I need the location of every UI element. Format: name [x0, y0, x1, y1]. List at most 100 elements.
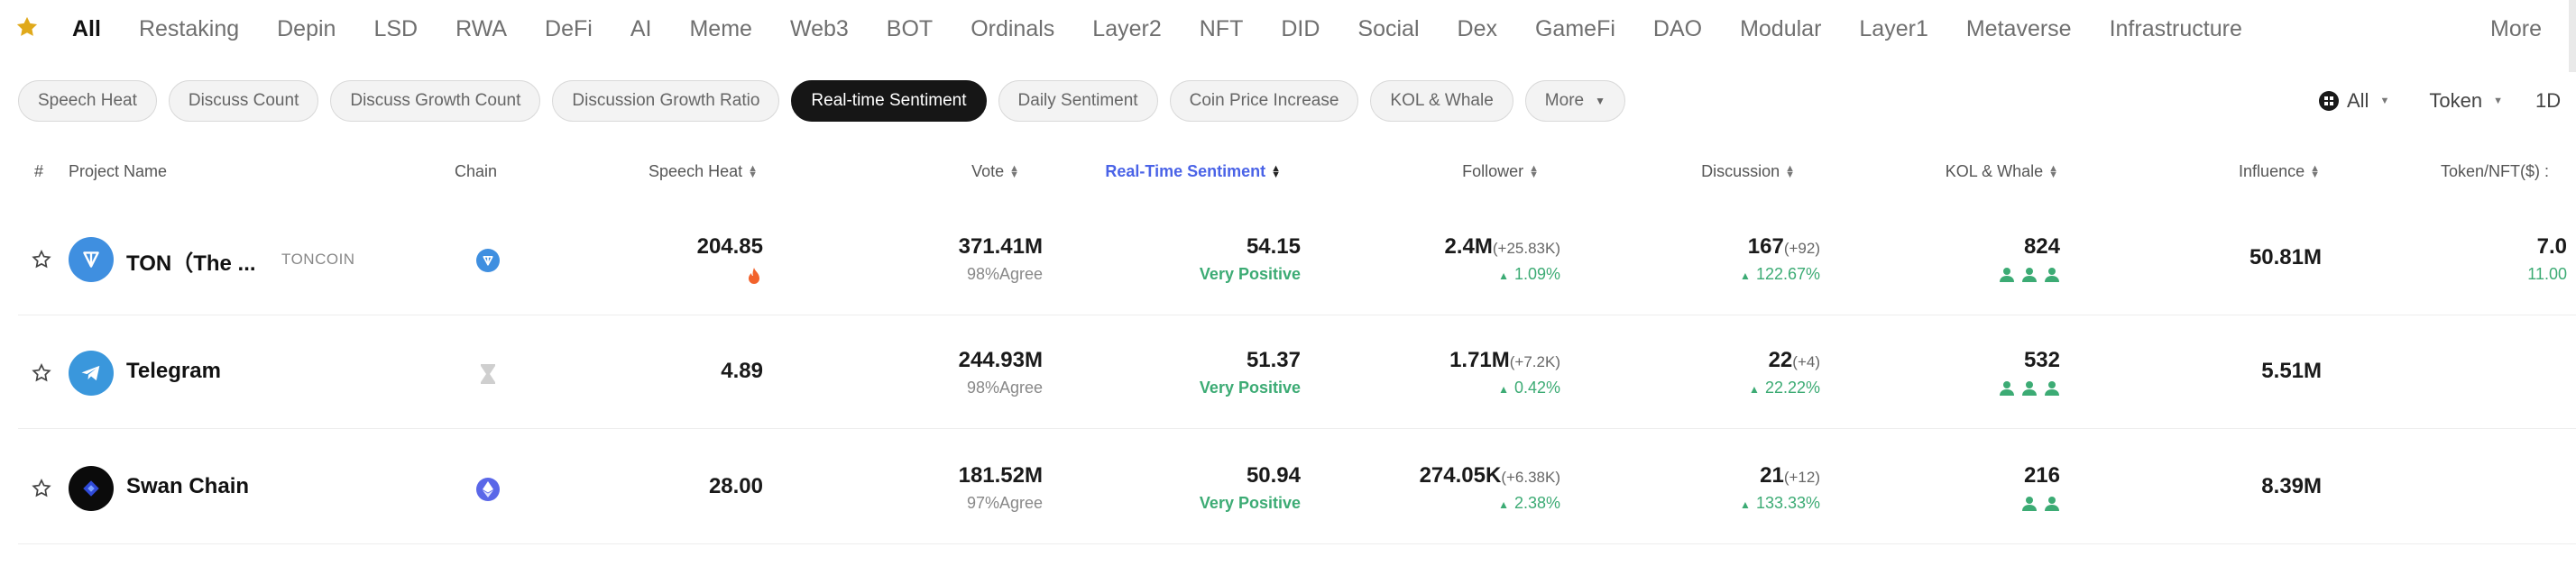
- category-tab-dex[interactable]: Dex: [1457, 16, 1497, 41]
- star-outline-icon[interactable]: [31, 362, 52, 384]
- category-tab-did[interactable]: DID: [1281, 16, 1320, 41]
- user-icon: [2022, 381, 2037, 396]
- kol-whale-users: [1858, 496, 2060, 512]
- follower-count: 1.71M: [1449, 348, 1510, 372]
- header-index: #: [34, 162, 44, 180]
- sort-icon: ▲ ▼: [2310, 163, 2320, 181]
- category-more-button[interactable]: More: [2490, 16, 2542, 41]
- discussion-change: ▲ 22.22%: [1569, 379, 1820, 397]
- chip-discuss-growth-count[interactable]: Discuss Growth Count: [330, 80, 541, 122]
- category-tab-restaking[interactable]: Restaking: [138, 16, 240, 41]
- follower-change: ▲ 1.09%: [1299, 265, 1560, 284]
- category-tab-meme[interactable]: Meme: [689, 16, 752, 41]
- header-real-time-sentiment-label: Real-Time Sentiment: [1105, 162, 1266, 180]
- ton-logo-icon: [69, 237, 114, 282]
- discussion-change: ▲ 133.33%: [1569, 494, 1820, 513]
- star-outline-icon[interactable]: [31, 249, 52, 270]
- discussion-value: 22(+4): [1569, 348, 1820, 373]
- kol-whale-value: 824: [2023, 234, 2060, 259]
- discussion-count: 167: [1747, 234, 1784, 259]
- sort-desc-icon: ▲ ▼: [1271, 163, 1281, 181]
- table-row[interactable]: Swan Chain 28.00 181.52M 97%Agree 50.94 …: [18, 431, 2576, 544]
- user-icon: [2045, 497, 2059, 511]
- header-vote[interactable]: Vote ▲ ▼: [830, 162, 1019, 181]
- user-icon: [2045, 381, 2059, 396]
- category-tab-lsd[interactable]: LSD: [373, 16, 419, 41]
- chip-discuss-count[interactable]: Discuss Count: [168, 80, 319, 122]
- category-tab-bot[interactable]: BOT: [886, 16, 934, 41]
- category-tab-depin[interactable]: Depin: [277, 16, 336, 41]
- header-speech-heat-label: Speech Heat: [649, 162, 743, 180]
- discussion-pct: 133.33%: [1755, 494, 1820, 512]
- sentiment-label: Very Positive: [1199, 494, 1301, 512]
- category-tab-modular[interactable]: Modular: [1740, 16, 1822, 41]
- vote-value: 181.52M: [958, 463, 1043, 488]
- vote-value: 371.41M: [958, 234, 1043, 259]
- influence-value: 8.39M: [2261, 474, 2322, 498]
- header-speech-heat[interactable]: Speech Heat ▲ ▼: [559, 162, 758, 181]
- chip-speech-heat[interactable]: Speech Heat: [18, 80, 157, 122]
- category-tab-defi[interactable]: DeFi: [545, 16, 593, 41]
- category-tab-nft[interactable]: NFT: [1199, 16, 1244, 41]
- star-outline-icon[interactable]: [31, 478, 52, 499]
- header-vote-label: Vote: [971, 162, 1005, 180]
- chain-filter-dropdown[interactable]: All ▼: [2318, 89, 2389, 113]
- table-row[interactable]: TON（The ... TONCOIN 204.85 371.41M 98%Ag…: [18, 202, 2576, 315]
- chip-discussion-growth-ratio[interactable]: Discussion Growth Ratio: [552, 80, 780, 122]
- category-tab-web3[interactable]: Web3: [789, 16, 849, 41]
- vertical-scrollbar[interactable]: [2569, 0, 2576, 72]
- sort-icon: ▲ ▼: [1785, 163, 1795, 181]
- category-tab-dao[interactable]: DAO: [1652, 16, 1703, 41]
- project-ticker: TONCOIN: [281, 251, 355, 268]
- category-tab-infrastructure[interactable]: Infrastructure: [2109, 16, 2242, 41]
- type-filter-dropdown[interactable]: Token ▼: [2429, 89, 2503, 113]
- category-tab-metaverse[interactable]: Metaverse: [1965, 16, 2072, 41]
- category-tab-rwa[interactable]: RWA: [455, 16, 508, 41]
- category-tab-all[interactable]: All: [72, 16, 101, 41]
- follower-value: 1.71M(+7.2K): [1299, 348, 1560, 373]
- category-tab-ordinals[interactable]: Ordinals: [971, 16, 1055, 41]
- hourglass-icon: [481, 364, 495, 384]
- table-row[interactable]: Telegram 4.89 244.93M 98%Agree 51.37 Ver…: [18, 315, 2576, 429]
- swan-chain-logo-icon: [69, 466, 114, 511]
- header-influence-label: Influence: [2239, 162, 2305, 180]
- header-discussion[interactable]: Discussion ▲ ▼: [1587, 162, 1795, 181]
- category-tab-gamefi[interactable]: GameFi: [1534, 16, 1615, 41]
- fire-icon: [749, 268, 759, 284]
- header-token-price[interactable]: Token/NFT($) :: [2441, 162, 2550, 180]
- speech-heat-value: 4.89: [721, 359, 763, 383]
- category-tab-layer2[interactable]: Layer2: [1092, 16, 1162, 41]
- chip-kol-whale[interactable]: KOL & Whale: [1370, 80, 1513, 122]
- chevron-down-icon: ▼: [2379, 96, 2390, 106]
- chip-real-time-sentiment[interactable]: Real-time Sentiment: [791, 80, 987, 122]
- up-triangle-icon: ▲: [1498, 498, 1509, 511]
- discussion-delta: (+4): [1792, 353, 1820, 370]
- category-tab-ai[interactable]: AI: [630, 16, 652, 41]
- project-name[interactable]: Swan Chain: [126, 474, 250, 498]
- follower-count: 274.05K: [1419, 463, 1502, 488]
- influence-value: 5.51M: [2261, 359, 2322, 383]
- category-tab-layer1[interactable]: Layer1: [1859, 16, 1928, 41]
- project-name[interactable]: TON（The ...: [126, 251, 256, 276]
- discussion-pct: 122.67%: [1755, 265, 1820, 283]
- sort-icon: ▲ ▼: [748, 163, 758, 181]
- period-filter[interactable]: 1D: [2535, 89, 2562, 112]
- chip-more-dropdown[interactable]: More ▼: [1524, 80, 1625, 122]
- header-follower[interactable]: Follower ▲ ▼: [1317, 162, 1539, 181]
- kol-whale-value: 532: [2023, 348, 2060, 372]
- favorites-star-icon[interactable]: [14, 14, 40, 40]
- project-name[interactable]: Telegram: [126, 359, 221, 383]
- header-influence[interactable]: Influence ▲ ▼: [2129, 162, 2320, 181]
- chip-coin-price-increase[interactable]: Coin Price Increase: [1169, 80, 1359, 122]
- table-header: # Project Name Chain Speech Heat ▲ ▼ Vote ▲…: [0, 155, 2576, 191]
- influence-value: 50.81M: [2249, 245, 2322, 269]
- speech-heat-value: 28.00: [708, 474, 763, 498]
- follower-value: 274.05K(+6.38K): [1299, 463, 1560, 488]
- header-kol-whale[interactable]: KOL & Whale ▲ ▼: [1858, 162, 2058, 181]
- header-real-time-sentiment[interactable]: Real-Time Sentiment ▲ ▼: [1010, 162, 1281, 181]
- category-tab-social[interactable]: Social: [1357, 16, 1420, 41]
- discussion-delta: (+12): [1783, 469, 1820, 486]
- kol-whale-value: 216: [2023, 463, 2060, 488]
- sentiment-value: 51.37: [1246, 348, 1301, 372]
- chip-daily-sentiment[interactable]: Daily Sentiment: [998, 80, 1158, 122]
